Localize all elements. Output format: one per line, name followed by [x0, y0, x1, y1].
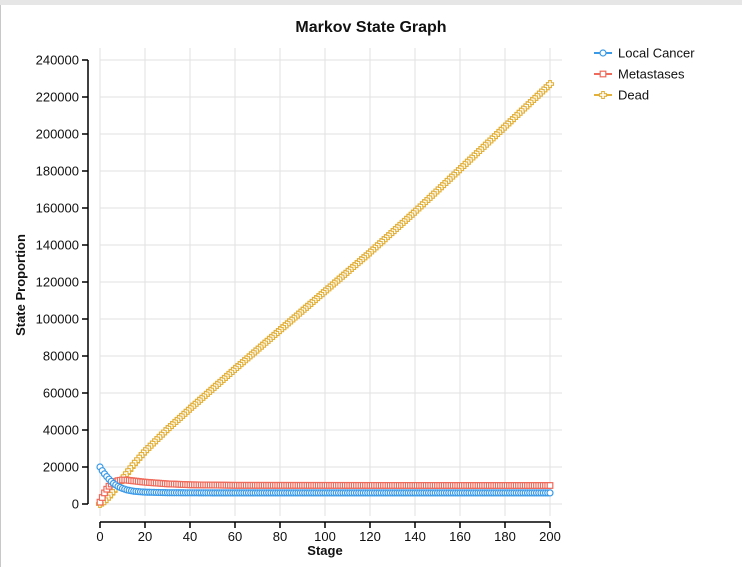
x-tick-label: 120 [359, 529, 381, 544]
y-tick-label: 20000 [43, 460, 79, 475]
x-tick-label: 200 [539, 529, 561, 544]
x-tick-label: 160 [449, 529, 471, 544]
y-tick-label: 40000 [43, 423, 79, 438]
x-tick-label: 140 [404, 529, 426, 544]
y-tick-label: 220000 [36, 90, 79, 105]
y-tick-label: 120000 [36, 275, 79, 290]
x-tick-label: 60 [228, 529, 242, 544]
y-tick-label: 200000 [36, 127, 79, 142]
grid [99, 48, 562, 516]
series-dead [95, 80, 555, 509]
x-tick-label: 80 [273, 529, 287, 544]
y-tick-label: 240000 [36, 53, 79, 68]
legend-label: Dead [618, 88, 649, 103]
y-tick-label: 80000 [43, 349, 79, 364]
x-tick-label: 180 [494, 529, 516, 544]
legend-item-dead[interactable]: Dead [594, 88, 649, 103]
legend-label: Metastases [618, 67, 685, 82]
x-tick-label: 0 [96, 529, 103, 544]
y-tick-label: 100000 [36, 312, 79, 327]
left-border [0, 5, 1, 567]
x-tick-label: 40 [183, 529, 197, 544]
y-tick-label: 160000 [36, 201, 79, 216]
x-axis-label: Stage [307, 543, 342, 558]
legend-label: Local Cancer [618, 46, 695, 61]
x-axis: 0 20 40 60 80 100 120 140 160 180 200 [96, 521, 561, 544]
legend-item-local-cancer[interactable]: Local Cancer [594, 46, 695, 61]
x-tick-label: 20 [138, 529, 152, 544]
legend-item-metastases[interactable]: Metastases [594, 67, 685, 82]
top-border [0, 0, 742, 5]
series-layer [95, 80, 555, 509]
y-tick-label: 60000 [43, 386, 79, 401]
y-axis: 0 20000 40000 60000 80000 100000 120000 140000 1… [36, 53, 89, 512]
y-tick-label: 180000 [36, 164, 79, 179]
y-axis-label: State Proportion [13, 234, 28, 336]
x-tick-label: 100 [314, 529, 336, 544]
legend: Local Cancer Metastases Dead [594, 46, 695, 103]
y-tick-label: 140000 [36, 238, 79, 253]
y-tick-label: 0 [72, 497, 79, 512]
series-local-cancer [96, 463, 554, 497]
chart-title: Markov State Graph [295, 19, 446, 36]
